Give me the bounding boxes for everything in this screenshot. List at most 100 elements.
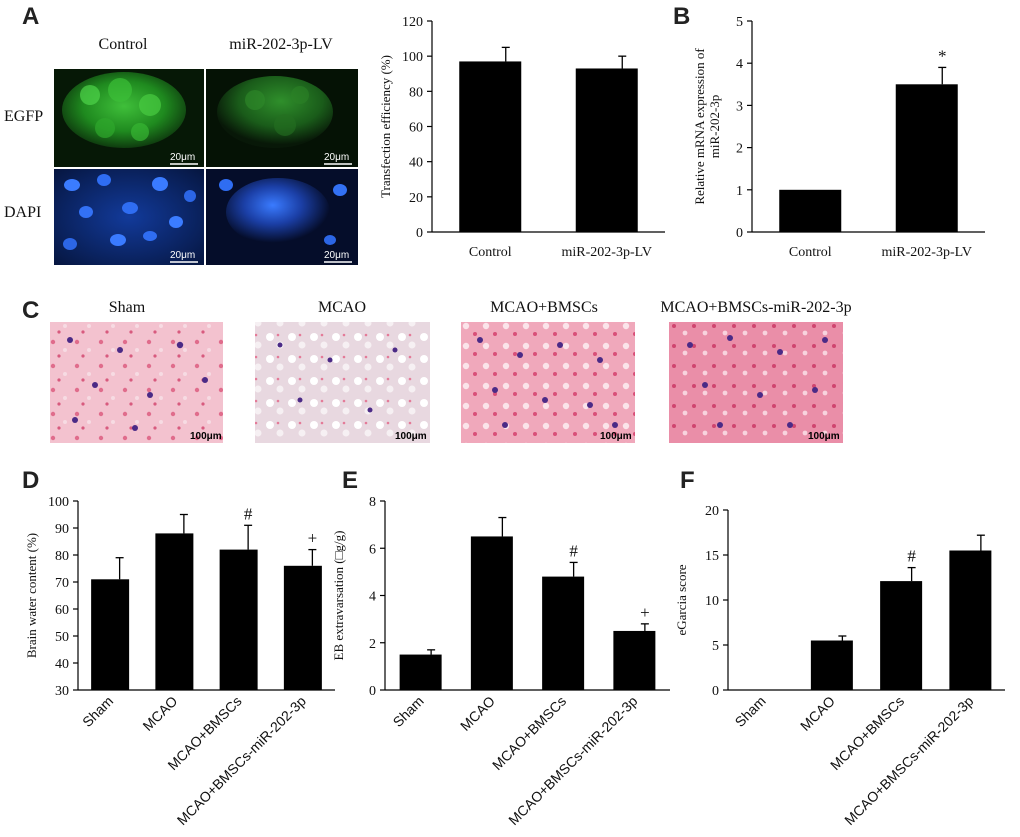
y-axis-label: Relative mRNA expression ofmiR-202-3p xyxy=(692,48,722,205)
scale-he-mcao-bmscs-mir: 100μm xyxy=(808,431,840,442)
y-axis-label: EB extravarsation (□g/g) xyxy=(331,531,346,661)
chart-eb-extravasation: 0 2 4 6 8 EB extravarsation (□g/g) Sham MCAO # MC… xyxy=(331,495,670,828)
x-category-label: MCAO xyxy=(797,693,838,734)
bar xyxy=(613,630,656,690)
c-label-mcao-bmscs-mir: MCAO+BMSCs-miR-202-3p xyxy=(660,299,851,316)
scale-he-mcao: 100μm xyxy=(395,431,427,442)
y-tick-label: 0 xyxy=(712,684,719,699)
y-tick-label: 2 xyxy=(736,142,743,157)
y-tick-label: 5 xyxy=(712,639,719,654)
x-category-label: Control xyxy=(469,245,512,260)
bar xyxy=(895,84,958,232)
bar xyxy=(949,550,992,690)
y-tick-label: 15 xyxy=(705,549,719,564)
panel-letter-c: C xyxy=(22,297,39,324)
he-mcao-bmscs-image: 100μm xyxy=(461,322,635,443)
bar xyxy=(283,565,322,690)
scale-dapi-control: 20μm xyxy=(170,250,195,261)
y-tick-label: 2 xyxy=(369,637,376,652)
y-tick-label: 0 xyxy=(416,226,423,241)
y-tick-label: 20 xyxy=(409,191,423,206)
x-category-label: miR-202-3p-LV xyxy=(562,245,652,260)
y-tick-label: 40 xyxy=(409,156,423,171)
y-tick-label: 80 xyxy=(55,549,69,564)
scale-he-sham: 100μm xyxy=(190,431,222,442)
bar xyxy=(219,549,258,690)
y-tick-label: 8 xyxy=(369,495,376,510)
y-tick-label: 1 xyxy=(736,184,743,199)
y-tick-label: 30 xyxy=(55,684,69,699)
bar xyxy=(459,61,522,232)
micrograph-row-dapi: DAPI xyxy=(4,204,41,221)
y-tick-label: 100 xyxy=(48,495,69,510)
panel-letter-a: A xyxy=(22,3,39,30)
significance-marker: * xyxy=(938,46,947,65)
panel-letter-e: E xyxy=(342,467,358,494)
bar xyxy=(779,189,842,232)
micrograph-grid-a: Control miR-202-3p-LV EGFP DAPI 20μm 20μ… xyxy=(4,36,358,265)
egfp-lv-image: 20μm xyxy=(206,69,358,167)
y-tick-label: 70 xyxy=(55,576,69,591)
dapi-control-image: 20μm xyxy=(54,169,204,265)
bar xyxy=(470,536,513,690)
bar xyxy=(91,579,130,690)
bar xyxy=(399,654,442,690)
significance-marker: + xyxy=(308,529,318,548)
bar xyxy=(155,533,194,690)
micrograph-row-egfp: EGFP xyxy=(4,108,43,125)
x-category-label: MCAO+BMSCs xyxy=(827,693,907,773)
y-tick-label: 20 xyxy=(705,504,719,519)
dapi-lv-image: 20μm xyxy=(206,169,358,265)
y-tick-label: 6 xyxy=(369,542,376,557)
x-category-label: MCAO+BMSCs-miR-202-3p xyxy=(174,693,310,829)
y-tick-label: 90 xyxy=(55,522,69,537)
y-tick-label: 5 xyxy=(736,15,743,30)
y-tick-label: 0 xyxy=(736,226,743,241)
he-mcao-image: 100μm xyxy=(255,322,430,443)
y-axis-label-line: Relative mRNA expression of xyxy=(692,48,707,205)
y-axis-label: eGarcia score xyxy=(674,564,689,635)
y-axis-label-line: miR-202-3p xyxy=(707,95,722,159)
y-tick-label: 0 xyxy=(369,684,376,699)
chart-relative-mrna: 0 1 2 3 4 5 Relative mRNA expression ofmiR-202… xyxy=(692,15,985,260)
egfp-control-image: 20μm xyxy=(54,69,204,167)
c-label-mcao: MCAO xyxy=(318,299,366,316)
y-tick-label: 4 xyxy=(736,57,743,72)
panel-letter-f: F xyxy=(680,467,695,494)
y-tick-label: 120 xyxy=(402,15,423,30)
micrograph-col-control: Control xyxy=(99,36,148,53)
he-mcao-bmscs-mir-image: 100μm xyxy=(669,322,843,443)
bar xyxy=(880,581,923,690)
scale-dapi-lv: 20μm xyxy=(324,250,349,261)
bar xyxy=(542,576,585,690)
y-axis-label: Transfection efficiency (%) xyxy=(378,55,393,198)
bar xyxy=(810,640,853,690)
chart-brain-water: 30 40 50 60 70 80 90 100 Brain water content (%)… xyxy=(24,495,335,828)
he-sham-image: 100μm xyxy=(50,322,223,443)
significance-marker: + xyxy=(640,603,650,622)
chart-garcia-score: 0 5 10 15 20 eGarcia score Sham MCAO # MCAO+BMSCs… xyxy=(674,504,1005,828)
panel-letter-b: B xyxy=(673,3,690,30)
significance-marker: # xyxy=(244,504,253,523)
y-tick-label: 50 xyxy=(55,630,69,645)
micrograph-row-c: Sham MCAO MCAO+BMSCs MCAO+BMSCs-miR-202-… xyxy=(50,299,852,443)
significance-marker: # xyxy=(569,541,578,560)
scale-he-mcao-bmscs: 100μm xyxy=(600,431,632,442)
scale-egfp-control: 20μm xyxy=(170,152,195,163)
x-category-label: MCAO+BMSCs xyxy=(489,693,569,773)
y-axis-label: Brain water content (%) xyxy=(24,533,39,658)
panel-letter-d: D xyxy=(22,467,39,494)
x-category-label: MCAO xyxy=(457,693,498,734)
chart-transfection-efficiency: 0 20 40 60 80 100 120 Transfection efficiency (… xyxy=(378,15,665,260)
y-tick-label: 80 xyxy=(409,85,423,100)
y-tick-label: 10 xyxy=(705,594,719,609)
y-tick-label: 40 xyxy=(55,657,69,672)
significance-marker: # xyxy=(907,547,916,566)
x-category-label: Control xyxy=(789,245,832,260)
x-category-label: MCAO xyxy=(139,693,180,734)
y-tick-label: 3 xyxy=(736,99,743,114)
x-category-label: MCAO+BMSCs-miR-202-3p xyxy=(841,693,977,829)
bar xyxy=(575,68,638,232)
y-tick-label: 4 xyxy=(369,590,376,605)
